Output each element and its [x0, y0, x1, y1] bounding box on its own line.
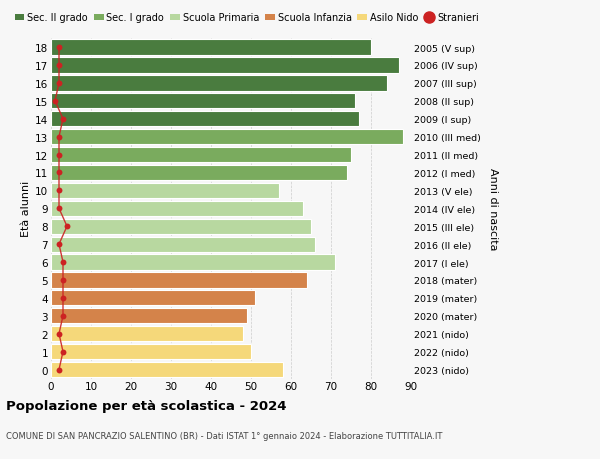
Y-axis label: Età alunni: Età alunni: [21, 181, 31, 237]
Bar: [51, 255, 335, 270]
Bar: [51, 326, 243, 341]
Point: [58, 259, 68, 266]
Bar: [51, 76, 387, 91]
Point: [58, 348, 68, 356]
Point: [54, 44, 64, 51]
Bar: [51, 273, 307, 288]
Bar: [51, 201, 303, 217]
Bar: [51, 344, 251, 359]
Bar: [51, 308, 247, 324]
Bar: [51, 166, 347, 181]
Legend: Sec. II grado, Sec. I grado, Scuola Primaria, Scuola Infanzia, Asilo Nido, Stran: Sec. II grado, Sec. I grado, Scuola Prim…: [11, 10, 482, 27]
Point: [54, 169, 64, 177]
Point: [54, 366, 64, 374]
Point: [50, 98, 60, 105]
Point: [54, 205, 64, 213]
Point: [58, 313, 68, 320]
Point: [58, 116, 68, 123]
Bar: [51, 148, 351, 163]
Point: [54, 330, 64, 338]
Point: [54, 134, 64, 141]
Bar: [51, 58, 399, 73]
Bar: [51, 219, 311, 234]
Point: [54, 187, 64, 195]
Bar: [51, 40, 371, 56]
Bar: [51, 362, 283, 377]
Y-axis label: Anni di nascita: Anni di nascita: [488, 168, 497, 250]
Text: COMUNE DI SAN PANCRAZIO SALENTINO (BR) - Dati ISTAT 1° gennaio 2024 - Elaborazio: COMUNE DI SAN PANCRAZIO SALENTINO (BR) -…: [6, 431, 442, 441]
Bar: [51, 183, 279, 199]
Bar: [51, 130, 403, 145]
Point: [54, 241, 64, 248]
Point: [62, 223, 72, 230]
Text: Popolazione per età scolastica - 2024: Popolazione per età scolastica - 2024: [6, 399, 287, 412]
Bar: [51, 291, 255, 306]
Bar: [51, 112, 359, 127]
Point: [58, 295, 68, 302]
Point: [58, 277, 68, 284]
Bar: [51, 237, 315, 252]
Bar: [51, 94, 355, 109]
Point: [54, 80, 64, 87]
Point: [54, 62, 64, 69]
Point: [54, 151, 64, 159]
